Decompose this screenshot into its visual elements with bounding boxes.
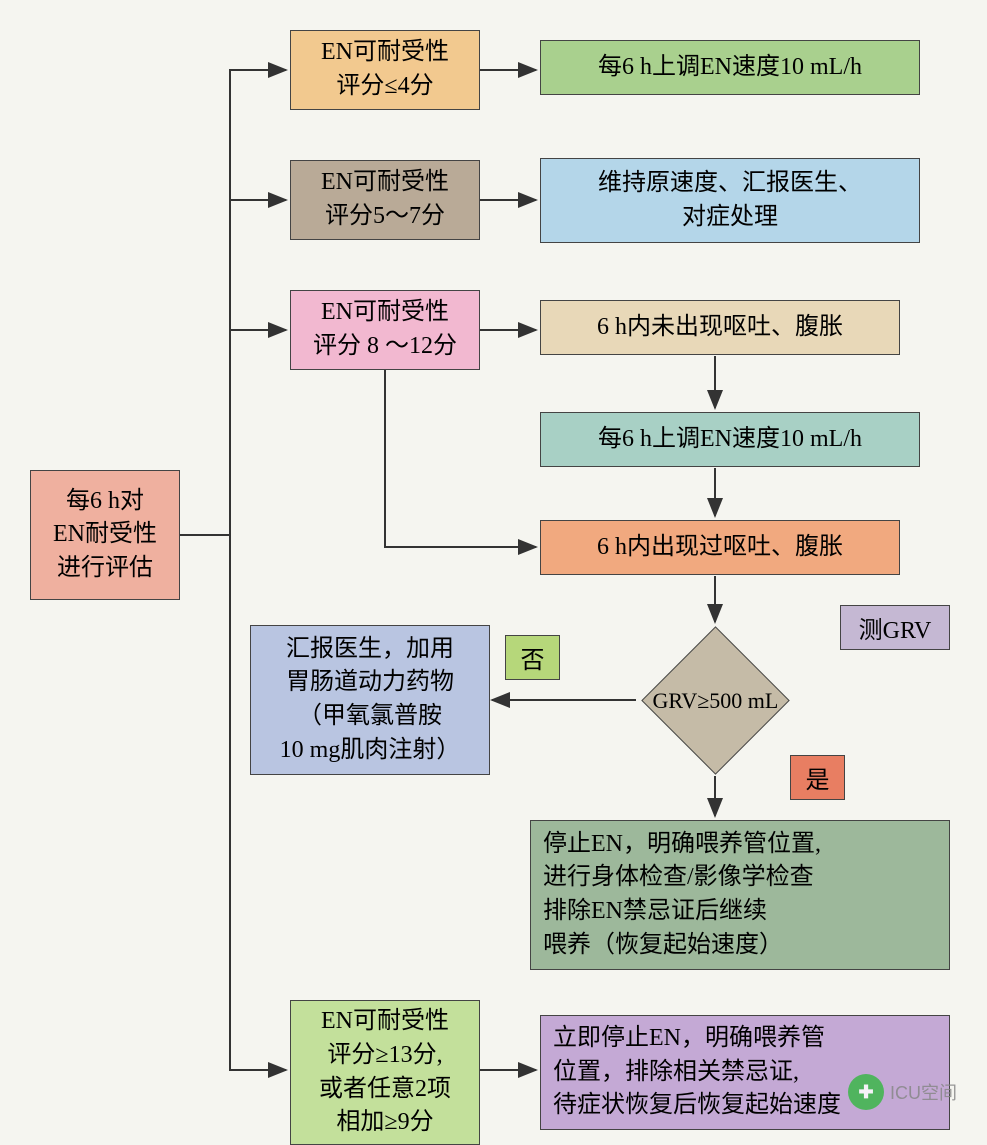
node-report: 汇报医生，加用 胃肠道动力药物 （甲氧氯普胺 10 mg肌肉注射） (250, 625, 490, 775)
label-measuregrv: 测GRV (840, 605, 950, 650)
arrow-3 (230, 535, 286, 1070)
node-score13: EN可耐受性 评分≥13分, 或者任意2项 相加≥9分 (290, 1000, 480, 1145)
arrow-1 (230, 200, 286, 535)
node-vomit: 6 h内出现过呕吐、腹胀 (540, 520, 900, 575)
node-start: 每6 h对 EN耐受性 进行评估 (30, 470, 180, 600)
watermark-logo: ✚ (848, 1074, 884, 1110)
decision-grv: GRV≥500 mL (641, 626, 789, 774)
arrow-2 (230, 330, 286, 535)
node-score4r: 每6 h上调EN速度10 mL/h (540, 40, 920, 95)
node-score4: EN可耐受性 评分≤4分 (290, 30, 480, 110)
watermark-text: ICU空间 (890, 1079, 957, 1105)
watermark: ✚ ICU空间 (848, 1074, 957, 1110)
label-no: 否 (505, 635, 560, 680)
node-score57r: 维持原速度、汇报医生、 对症处理 (540, 158, 920, 243)
node-score57: EN可耐受性 评分5～7分 (290, 160, 480, 240)
node-novomit: 6 h内未出现呕吐、腹胀 (540, 300, 900, 355)
arrow-0 (180, 70, 286, 535)
node-score13r: 立即停止EN，明确喂养管 位置，排除相关禁忌证, 待症状恢复后恢复起始速度 (540, 1015, 950, 1130)
arrow-10 (385, 370, 536, 547)
node-stop: 停止EN，明确喂养管位置, 进行身体检查/影像学检查 排除EN禁忌证后继续 喂养… (530, 820, 950, 970)
label-yes: 是 (790, 755, 845, 800)
decision-text: GRV≥500 mL (652, 687, 778, 713)
node-increase: 每6 h上调EN速度10 mL/h (540, 412, 920, 467)
node-score812: EN可耐受性 评分 8 ～12分 (290, 290, 480, 370)
